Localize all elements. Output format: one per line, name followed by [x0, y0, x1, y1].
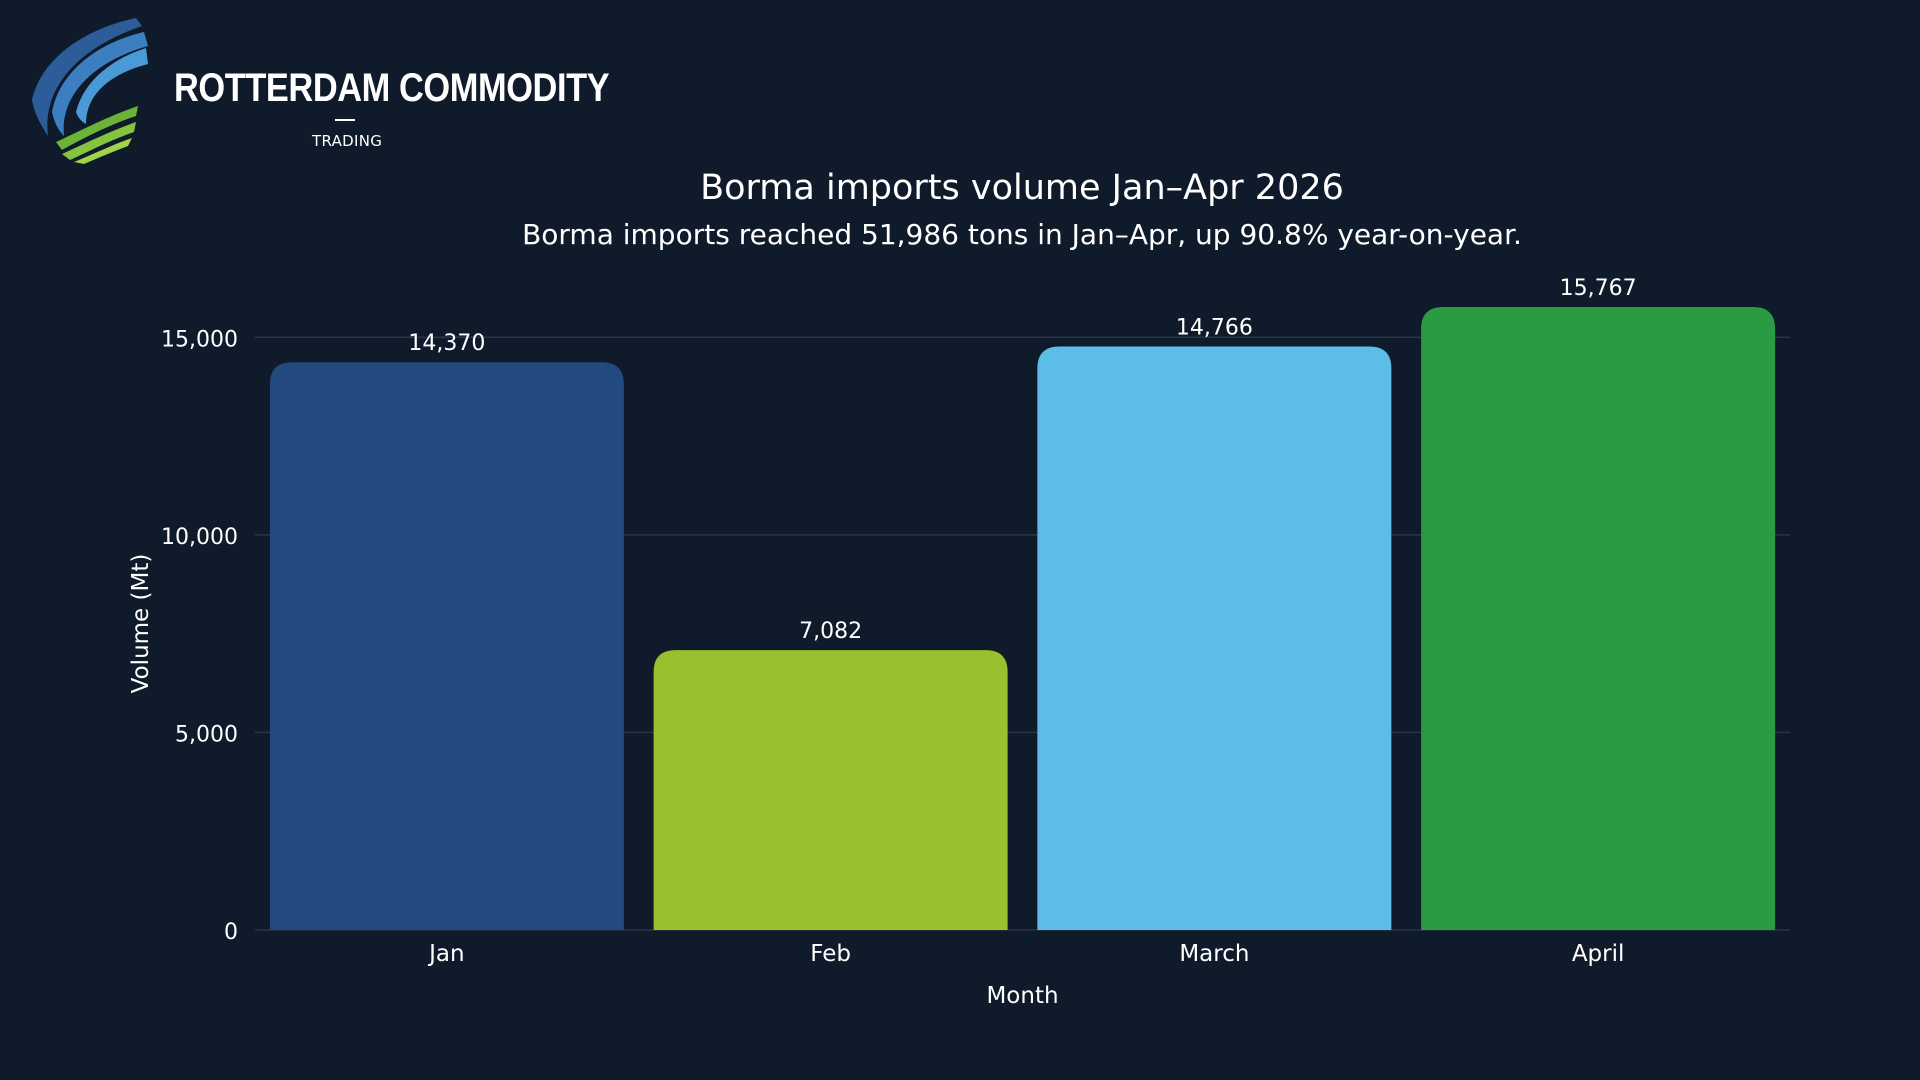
- bar-feb: [653, 650, 1008, 930]
- bar-value-label: 14,766: [1176, 316, 1253, 341]
- y-tick-label: 5,000: [175, 722, 238, 747]
- bar-jan: [269, 362, 624, 930]
- x-tick-label: Feb: [810, 941, 851, 967]
- x-tick-label: April: [1572, 941, 1625, 967]
- y-tick-label: 10,000: [161, 525, 238, 550]
- chart-subtitle: Borma imports reached 51,986 tons in Jan…: [522, 218, 1522, 251]
- x-axis-title: Month: [986, 983, 1058, 1009]
- bar-march: [1037, 346, 1392, 930]
- logo-mark-icon: [32, 18, 148, 164]
- bar-value-label: 15,767: [1560, 276, 1637, 301]
- y-tick-label: 0: [224, 920, 238, 945]
- x-tick-label: Jan: [427, 941, 464, 967]
- bar-value-label: 14,370: [408, 331, 485, 356]
- y-tick-label: 15,000: [161, 327, 238, 352]
- bar-value-label: 7,082: [799, 619, 862, 644]
- x-tick-label: March: [1179, 941, 1249, 967]
- labels: 0 5,000 10,000 15,000 14,370 Jan 7,082 Feb 14,76…: [128, 276, 1637, 1009]
- company-tagline: TRADING: [312, 132, 383, 150]
- chart-title: Borma imports volume Jan–Apr 2026: [700, 168, 1344, 208]
- company-logo: ROTTERDAM COMMODITY TRADING: [18, 8, 610, 164]
- bar-april: [1421, 307, 1776, 930]
- y-axis-title: Volume (Mt): [128, 554, 154, 694]
- company-name: ROTTERDAM COMMODITY: [174, 66, 610, 110]
- logo-divider: [335, 119, 355, 121]
- bars: [269, 307, 1776, 930]
